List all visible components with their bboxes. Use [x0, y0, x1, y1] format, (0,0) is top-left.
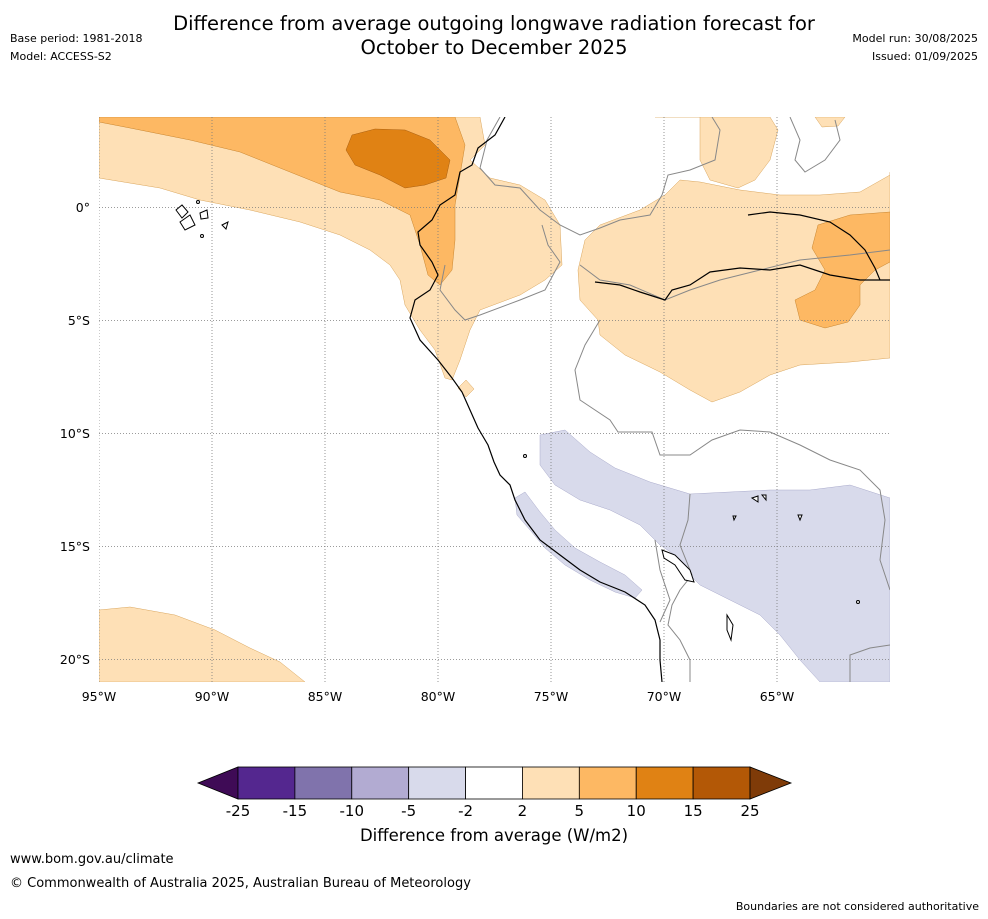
country-boundary	[654, 539, 671, 623]
lon-tick-label: 80°W	[421, 689, 456, 704]
longitude-tick-labels: 95°W 90°W 85°W 80°W 75°W 70°W 65°W	[82, 689, 795, 704]
colorbar-segment	[408, 766, 466, 800]
colorbar-segment	[692, 766, 751, 800]
colorbar-tick-label: -5	[401, 802, 416, 820]
colorbar-tick-label: 15	[684, 802, 703, 820]
country-boundary	[439, 224, 561, 321]
anomaly-region-light-orange-sw	[99, 606, 306, 682]
colorbar-segment	[635, 766, 694, 800]
country-boundary	[574, 319, 890, 591]
lat-tick-label: 0°	[76, 200, 90, 215]
river-negro	[747, 211, 881, 281]
lat-tick-label: 15°S	[60, 539, 90, 554]
lat-tick-label: 5°S	[68, 313, 90, 328]
lon-tick-label: 65°W	[760, 689, 795, 704]
colorbar-segment	[294, 766, 353, 800]
lon-tick-label: 75°W	[534, 689, 569, 704]
country-boundary	[849, 644, 890, 682]
lon-tick-label: 95°W	[82, 689, 117, 704]
lake-titicaca	[661, 549, 695, 583]
anomaly-region-white-ne	[700, 117, 890, 190]
galapagos-islands	[175, 200, 229, 238]
colorbar-label: Difference from average (W/m2)	[359, 826, 629, 845]
anomaly-region-light-orange-east	[577, 117, 890, 403]
meta-left: Base period: 1981-2018 Model: ACCESS-S2	[10, 32, 142, 68]
lon-tick-label: 70°W	[647, 689, 682, 704]
gridlines	[99, 117, 890, 682]
colorbar-tick-label: -15	[283, 802, 308, 820]
map-area	[99, 117, 890, 682]
country-boundary	[579, 249, 890, 301]
lon-tick-label: 90°W	[195, 689, 230, 704]
colorbar-segment	[351, 766, 410, 800]
anomaly-region-orange-east	[794, 211, 890, 329]
colorbar-tick-label: 5	[575, 802, 585, 820]
coastline	[409, 117, 663, 682]
lat-tick-label: 20°S	[60, 652, 90, 667]
meta-right: Model run: 30/08/2025 Issued: 01/09/2025	[852, 32, 978, 68]
colorbar-segments	[196, 766, 793, 800]
issued-date: Issued: 01/09/2025	[871, 50, 978, 63]
footer-url[interactable]: www.bom.gov.au/climate	[10, 852, 174, 867]
anomaly-region-dark-orange-nw	[345, 128, 451, 189]
colorbar-tick-label: -25	[226, 802, 251, 820]
colorbar-segment	[237, 766, 296, 800]
colorbar-segment	[578, 766, 637, 800]
title-line-2: October to December 2025	[360, 36, 628, 59]
colorbar-extend-high	[749, 766, 793, 800]
model-run: Model run: 30/08/2025	[852, 32, 978, 45]
base-period: Base period: 1981-2018	[10, 32, 143, 45]
anomaly-region-pale-purple-coast	[514, 491, 643, 599]
colorbar-tick-label: -2	[458, 802, 473, 820]
country-boundary	[789, 117, 841, 173]
country-boundary	[479, 117, 721, 236]
title-line-1: Difference from average outgoing longwav…	[173, 12, 815, 35]
small-lakes	[523, 454, 860, 642]
footer-copyright: © Commonwealth of Australia 2025, Austra…	[10, 876, 471, 891]
colorbar-tick-label: 25	[740, 802, 759, 820]
colorbar-tick-labels: -25 -15 -10 -5 -2 2 5 10 15 25	[226, 802, 760, 820]
lon-tick-label: 85°W	[308, 689, 343, 704]
colorbar-tick-label: 10	[627, 802, 646, 820]
colorbar-segment	[522, 766, 580, 800]
colorbar-segment	[465, 766, 523, 800]
colorbar-tick-label: 2	[518, 802, 528, 820]
river-amazon	[594, 264, 890, 301]
anomaly-region-light-orange-ne-small	[814, 117, 846, 128]
country-boundary	[667, 493, 693, 682]
model-name: Model: ACCESS-S2	[10, 50, 112, 63]
anomaly-region-pale-purple	[539, 429, 890, 682]
latitude-tick-labels: 0° 5°S 10°S 15°S 20°S	[60, 200, 90, 667]
lat-tick-label: 10°S	[60, 426, 90, 441]
colorbar-extend-low	[196, 766, 239, 800]
colorbar-tick-label: -10	[340, 802, 365, 820]
footer-note: Boundaries are not considered authoritat…	[735, 900, 979, 913]
chart-title: Difference from average outgoing longwav…	[0, 12, 988, 60]
